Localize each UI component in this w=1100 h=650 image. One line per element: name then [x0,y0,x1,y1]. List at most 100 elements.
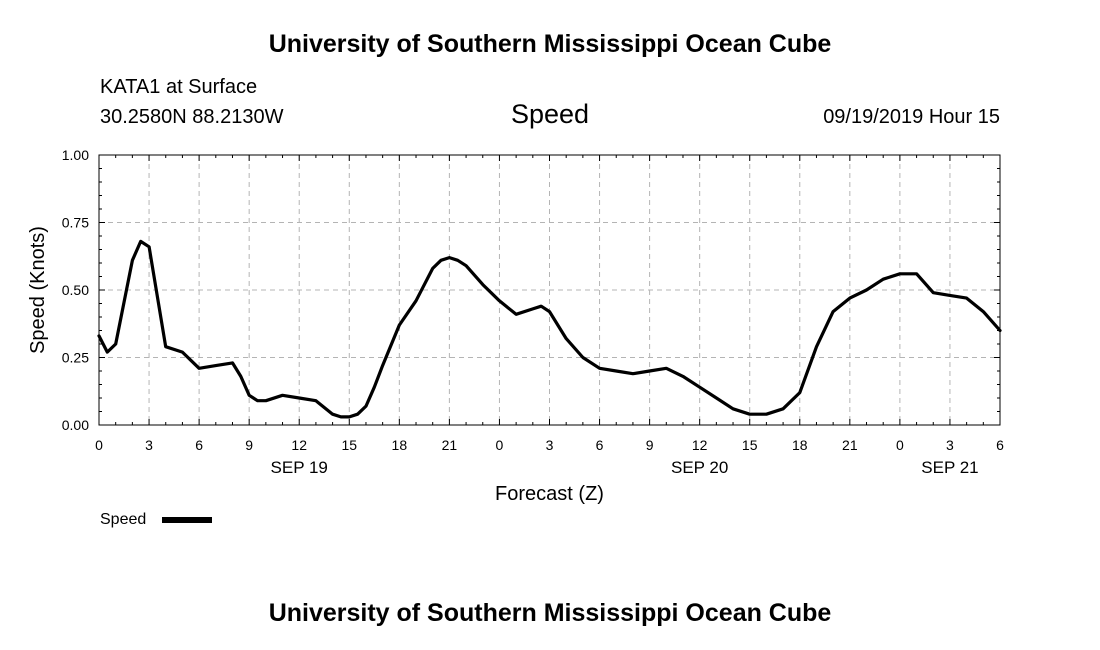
speed-data-point [331,413,334,416]
speed-data-point [932,291,935,294]
x-tick-label: 3 [546,437,554,453]
speed-data-point [265,399,267,402]
speed-data-point [348,416,351,418]
chart-title: University of Southern Mississippi Ocean… [268,30,832,58]
speed-data-point [748,413,751,416]
speed-data-point [598,367,601,370]
speed-data-point [798,391,801,394]
speed-data-point [999,329,1001,332]
date-label: SEP 20 [671,458,728,477]
x-tick-label: 21 [442,437,458,453]
y-tick-label: 0.25 [62,350,89,366]
footer-title: University of Southern Mississippi Ocean… [268,599,832,627]
x-tick-label: 6 [195,437,203,453]
x-tick-label: 15 [341,437,357,453]
speed-data-point [698,386,701,389]
speed-data-point [373,386,376,389]
speed-data-point [582,356,584,359]
forecast-datetime: 09/19/2019 Hour 15 [823,106,1000,128]
x-tick-label: 6 [996,437,1004,453]
y-tick-label: 1.00 [62,147,89,163]
speed-data-point [164,345,167,348]
station-label: KATA1 at Surface [100,76,258,98]
speed-data-point [340,416,342,418]
speed-data-point [632,372,634,375]
x-tick-label: 21 [842,437,858,453]
speed-data-point [148,246,150,248]
speed-data-point [982,310,985,313]
speed-data-point [315,399,317,402]
speed-data-point [915,273,918,275]
speed-data-point [398,324,401,326]
speed-data-point [832,310,834,313]
speed-data-point [198,367,200,370]
x-tick-label: 12 [692,437,708,453]
y-tick-label: 0.50 [62,282,89,298]
speed-data-point [849,297,851,299]
station-coordinates: 30.2580N 88.2130W [100,106,284,128]
speed-data-point [540,305,542,308]
speed-data-point [298,397,301,399]
speed-data-point [431,267,434,270]
y-axis-label: Speed (Knots) [27,226,49,354]
speed-data-point [98,335,100,337]
speed-data-point [240,375,242,378]
speed-data-point [732,408,734,410]
speed-data-point [465,264,467,267]
speed-data-point [440,259,442,262]
speed-data-point [181,351,184,353]
speed-data-point [214,364,217,367]
y-tick-label: 0.75 [62,215,89,231]
speed-data-point [356,413,359,416]
speed-data-point [949,294,951,297]
speed-data-point [682,375,684,378]
x-tick-label: 15 [742,437,758,453]
x-tick-label: 0 [496,437,504,453]
speed-data-point [448,256,451,259]
speed-data-point [565,337,567,340]
x-tick-label: 18 [392,437,408,453]
speed-data-point [365,405,367,407]
speed-data-point [498,300,501,302]
speed-data-point [381,364,384,367]
date-label: SEP 19 [271,458,328,477]
speed-data-point [765,413,768,416]
date-label: SEP 21 [921,458,978,477]
variable-title: Speed [510,99,590,129]
speed-data-point [281,394,284,397]
speed-data-point [548,310,551,313]
speed-data-point [615,370,618,372]
x-tick-label: 0 [95,437,103,453]
speed-data-point [114,343,117,345]
speed-data-point [882,278,885,281]
speed-data-point [415,300,417,302]
speed-data-point [515,313,517,316]
legend-label: Speed [100,511,146,528]
speed-data-point [131,259,134,262]
speed-data-point [481,283,484,286]
speed-data-point [648,370,651,372]
x-tick-label: 3 [946,437,954,453]
x-tick-label: 9 [646,437,654,453]
speed-data-point [665,367,668,370]
speed-data-point [456,259,459,262]
speed-data-point [532,308,534,310]
speed-data-point [815,345,818,348]
x-tick-label: 3 [145,437,153,453]
speed-data-point [139,240,142,243]
speed-data-point [965,297,968,299]
x-axis-label: Forecast (Z) [495,483,604,505]
x-tick-label: 9 [245,437,253,453]
x-tick-label: 18 [792,437,808,453]
x-tick-label: 6 [596,437,604,453]
speed-data-point [715,397,718,399]
speed-data-point [865,289,868,291]
speed-data-point [248,394,250,397]
speed-data-point [899,273,901,275]
speed-data-point [106,351,109,353]
speed-data-point [256,399,259,402]
x-tick-label: 12 [291,437,307,453]
x-tick-label: 0 [896,437,904,453]
speed-data-point [782,408,784,410]
